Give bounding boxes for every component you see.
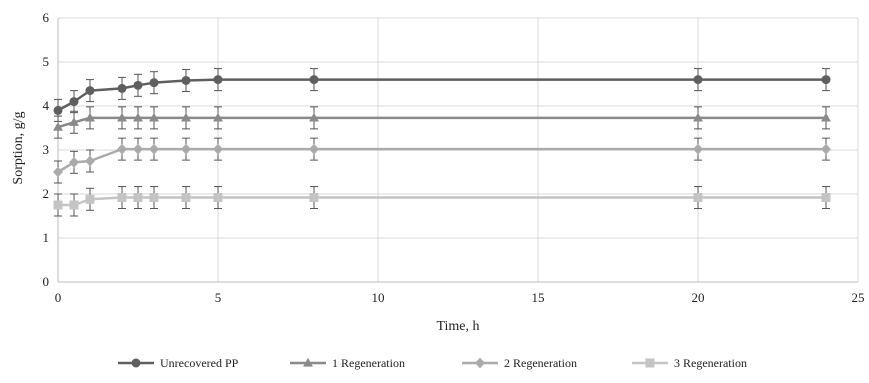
data-point bbox=[85, 155, 95, 167]
x-tick-label: 5 bbox=[215, 290, 222, 305]
data-point bbox=[309, 143, 319, 155]
data-point bbox=[213, 112, 223, 122]
data-point bbox=[693, 75, 703, 85]
x-tick-label: 0 bbox=[55, 290, 62, 305]
data-point bbox=[69, 200, 79, 210]
data-point bbox=[181, 112, 191, 122]
x-tick-labels: 0 5 10 15 20 25 bbox=[55, 290, 865, 305]
data-point bbox=[149, 193, 159, 203]
data-point bbox=[85, 86, 95, 96]
data-point bbox=[821, 193, 831, 203]
data-point bbox=[133, 193, 143, 203]
legend: Unrecovered PP 1 Regeneration 2 Regenerati… bbox=[118, 356, 747, 370]
data-point bbox=[117, 83, 127, 93]
data-point bbox=[821, 143, 831, 155]
data-point bbox=[69, 97, 79, 107]
x-tick-label: 20 bbox=[692, 290, 705, 305]
data-point bbox=[693, 112, 703, 122]
legend-marker bbox=[303, 357, 313, 367]
legend-marker bbox=[131, 358, 141, 368]
series-group bbox=[53, 68, 831, 217]
legend-item-2: 1 Regeneration bbox=[290, 356, 405, 370]
y-tick-label: 5 bbox=[43, 54, 50, 69]
data-point bbox=[693, 143, 703, 155]
data-point bbox=[213, 143, 223, 155]
data-point bbox=[309, 193, 319, 203]
data-point bbox=[213, 75, 223, 85]
axes bbox=[57, 18, 858, 283]
data-point bbox=[149, 78, 159, 88]
x-tick-label: 15 bbox=[532, 290, 545, 305]
data-point bbox=[69, 156, 79, 168]
series-4 bbox=[53, 186, 831, 217]
data-point bbox=[53, 105, 63, 115]
y-tick-label: 1 bbox=[43, 230, 50, 245]
y-tick-label: 6 bbox=[43, 10, 50, 25]
data-point bbox=[149, 112, 159, 122]
data-point bbox=[213, 193, 223, 203]
x-axis-title: Time, h bbox=[436, 319, 479, 334]
data-point bbox=[181, 75, 191, 85]
data-point bbox=[53, 121, 63, 131]
y-tick-label: 3 bbox=[43, 142, 50, 157]
legend-item-4: 3 Regeneration bbox=[632, 356, 747, 370]
legend-marker bbox=[645, 358, 655, 368]
y-tick-label: 0 bbox=[43, 274, 50, 289]
x-tick-label: 10 bbox=[372, 290, 385, 305]
data-point bbox=[85, 112, 95, 122]
data-point bbox=[181, 193, 191, 203]
legend-label: 1 Regeneration bbox=[332, 356, 405, 370]
legend-marker bbox=[475, 357, 485, 369]
data-point bbox=[117, 143, 127, 155]
data-point bbox=[133, 112, 143, 122]
data-point bbox=[117, 112, 127, 122]
legend-label: 2 Regeneration bbox=[504, 356, 577, 370]
legend-item-3: 2 Regeneration bbox=[462, 356, 577, 370]
data-point bbox=[821, 112, 831, 122]
y-tick-labels: 0 1 2 3 4 5 6 bbox=[43, 10, 50, 289]
data-point bbox=[85, 194, 95, 204]
data-point bbox=[117, 193, 127, 203]
series-1 bbox=[53, 68, 831, 122]
legend-item-1: Unrecovered PP bbox=[118, 356, 239, 370]
y-tick-label: 4 bbox=[43, 98, 50, 113]
data-point bbox=[53, 166, 63, 178]
data-point bbox=[821, 75, 831, 85]
series-2 bbox=[53, 106, 831, 139]
legend-label: Unrecovered PP bbox=[160, 356, 239, 370]
y-axis-title: Sorption, g/g bbox=[11, 111, 26, 184]
series-3 bbox=[53, 137, 831, 184]
data-point bbox=[309, 75, 319, 85]
data-point bbox=[693, 193, 703, 203]
series-line bbox=[57, 116, 826, 129]
data-point bbox=[69, 117, 79, 126]
data-point bbox=[133, 80, 143, 90]
data-point bbox=[53, 200, 63, 210]
data-point bbox=[309, 112, 319, 122]
data-point bbox=[133, 143, 143, 155]
data-point bbox=[181, 143, 191, 155]
series-line bbox=[57, 147, 826, 174]
data-point bbox=[149, 143, 159, 155]
series-line bbox=[58, 196, 826, 207]
y-tick-label: 2 bbox=[43, 186, 50, 201]
grid-lines bbox=[57, 17, 859, 283]
legend-label: 3 Regeneration bbox=[674, 356, 747, 370]
x-tick-label: 25 bbox=[852, 290, 865, 305]
